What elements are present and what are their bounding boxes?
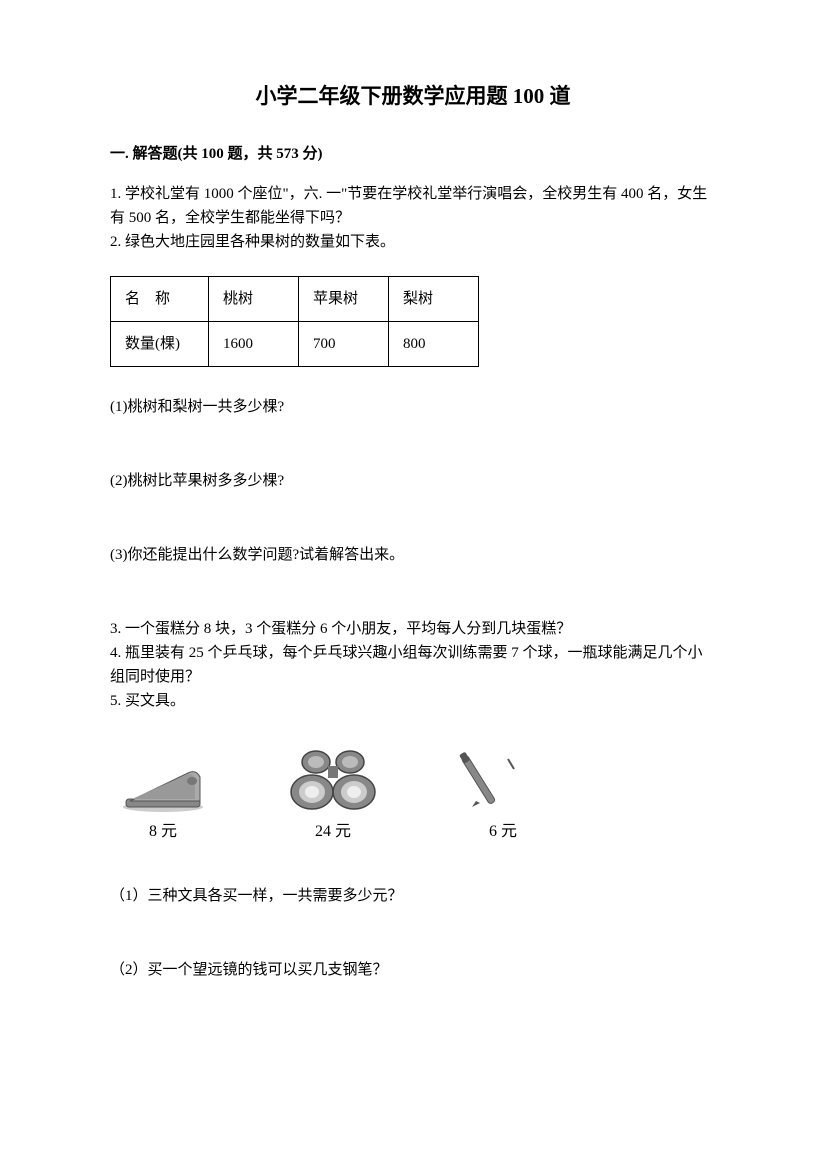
question-2: 2. 绿色大地庄园里各种果树的数量如下表。 <box>110 230 716 254</box>
stationery-items: 8 元 24 元 <box>110 743 716 845</box>
table-row: 数量(棵) 1600 700 800 <box>111 321 479 366</box>
page-title: 小学二年级下册数学应用题 100 道 <box>110 80 716 114</box>
item-price: 24 元 <box>315 819 351 845</box>
section-header: 一. 解答题(共 100 题，共 573 分) <box>110 142 716 166</box>
question-2-3: (3)你还能提出什么数学问题?试着解答出来。 <box>110 543 716 567</box>
question-2-2: (2)桃树比苹果树多多少棵? <box>110 469 716 493</box>
item-price: 6 元 <box>489 819 517 845</box>
pen-icon <box>458 743 548 813</box>
table-cell: 苹果树 <box>299 276 389 321</box>
table-cell: 名 称 <box>111 276 209 321</box>
item-stapler: 8 元 <box>118 763 208 845</box>
binoculars-icon <box>288 748 378 813</box>
table-row: 名 称 桃树 苹果树 梨树 <box>111 276 479 321</box>
item-binoculars: 24 元 <box>288 748 378 845</box>
question-3: 3. 一个蛋糕分 8 块，3 个蛋糕分 6 个小朋友，平均每人分到几块蛋糕？ <box>110 617 716 641</box>
question-2-1: (1)桃树和梨树一共多少棵? <box>110 395 716 419</box>
table-cell: 数量(棵) <box>111 321 209 366</box>
table-cell: 梨树 <box>389 276 479 321</box>
question-5: 5. 买文具。 <box>110 689 716 713</box>
question-5-2: （2）买一个望远镜的钱可以买几支钢笔？ <box>110 958 716 982</box>
question-5-1: （1）三种文具各买一样，一共需要多少元？ <box>110 884 716 908</box>
question-1: 1. 学校礼堂有 1000 个座位"，六. 一"节要在学校礼堂举行演唱会，全校男… <box>110 182 716 230</box>
table-cell: 800 <box>389 321 479 366</box>
question-4: 4. 瓶里装有 25 个乒乓球，每个乒乓球兴趣小组每次训练需要 7 个球，一瓶球… <box>110 641 716 689</box>
table-cell: 桃树 <box>209 276 299 321</box>
fruit-tree-table: 名 称 桃树 苹果树 梨树 数量(棵) 1600 700 800 <box>110 276 716 367</box>
stapler-icon <box>118 763 208 813</box>
item-price: 8 元 <box>149 819 177 845</box>
table-cell: 700 <box>299 321 389 366</box>
table-cell: 1600 <box>209 321 299 366</box>
item-pen: 6 元 <box>458 743 548 845</box>
